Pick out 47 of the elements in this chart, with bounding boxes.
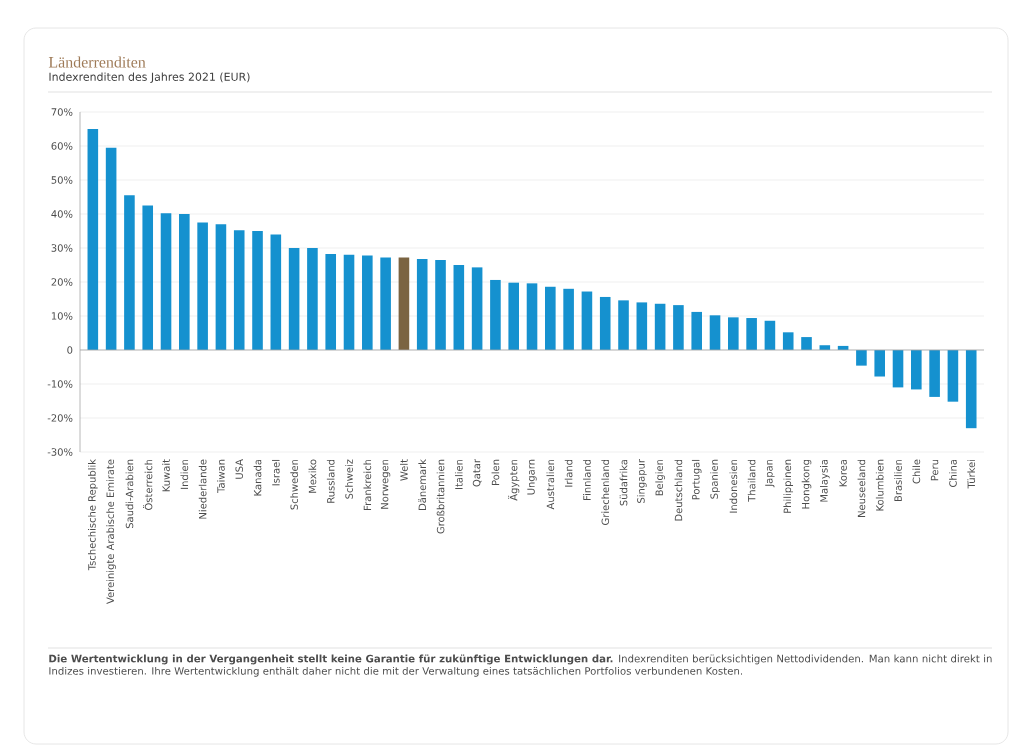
bar — [307, 247, 318, 350]
bar — [728, 317, 739, 350]
bar — [911, 349, 922, 390]
bar — [929, 349, 940, 397]
bar — [490, 279, 501, 350]
bar — [856, 349, 867, 366]
bar — [416, 258, 428, 350]
bar — [545, 286, 556, 350]
bar — [636, 302, 648, 350]
bar — [965, 349, 977, 429]
bar — [325, 254, 337, 350]
bar — [709, 315, 721, 350]
bar — [654, 303, 666, 350]
bar — [618, 300, 629, 350]
bar — [160, 213, 172, 350]
bar — [581, 291, 593, 350]
bar — [124, 195, 135, 350]
bar — [288, 247, 300, 350]
bar — [691, 311, 703, 350]
bar — [87, 128, 99, 350]
bar — [782, 332, 794, 350]
bar — [270, 234, 282, 350]
bar — [508, 282, 520, 350]
bar — [179, 213, 190, 350]
bar — [215, 224, 227, 350]
bar — [252, 230, 263, 350]
bar — [435, 259, 446, 350]
bar — [343, 254, 355, 350]
bar — [947, 349, 959, 402]
bar — [599, 296, 611, 350]
bar — [398, 257, 410, 350]
bar — [362, 255, 373, 350]
bar — [380, 257, 391, 350]
bar — [673, 305, 684, 350]
bar — [142, 205, 154, 350]
bar — [471, 267, 483, 350]
bar — [563, 288, 574, 350]
bar — [801, 337, 812, 350]
bar — [526, 283, 538, 350]
bar — [892, 349, 904, 388]
bar — [764, 320, 776, 350]
bar — [746, 318, 757, 350]
bar — [233, 230, 245, 350]
bar — [874, 349, 886, 377]
bar — [453, 264, 465, 350]
bar — [197, 222, 208, 350]
bar — [105, 147, 117, 350]
